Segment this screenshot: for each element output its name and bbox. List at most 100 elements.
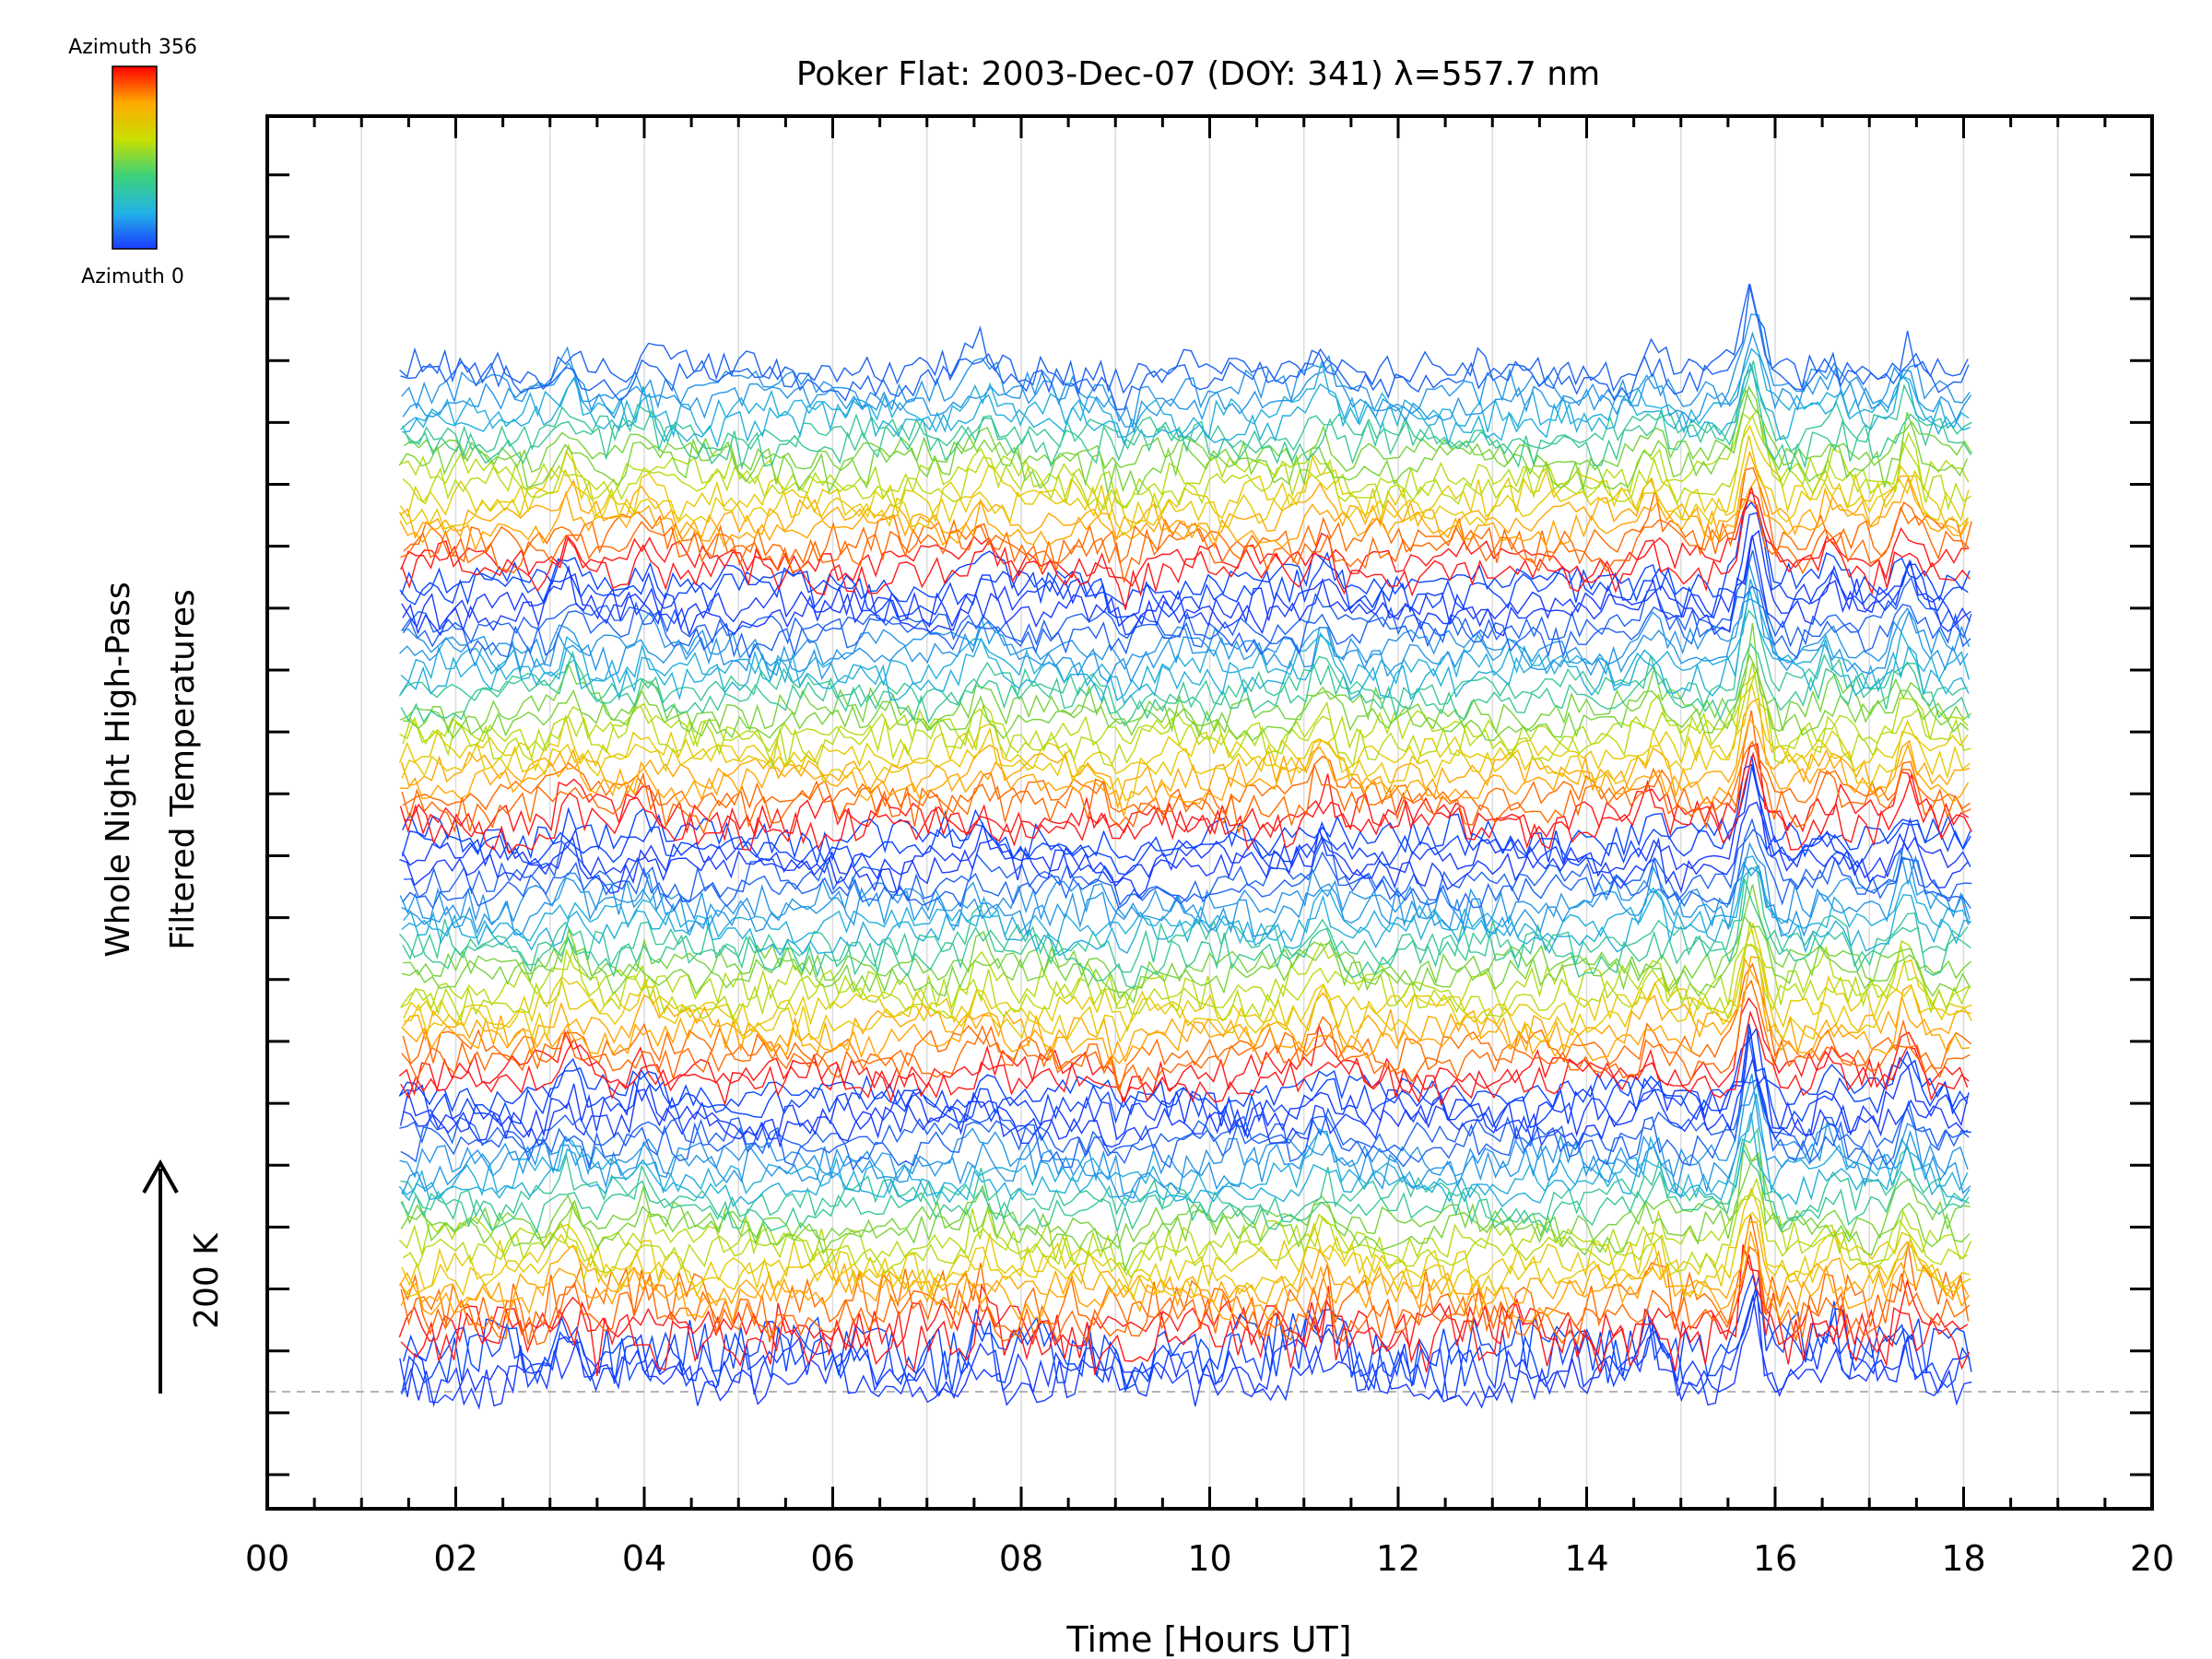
trace-line (398, 609, 1968, 714)
trace-line (398, 384, 1969, 496)
x-tick-label: 14 (1564, 1538, 1608, 1579)
colorbar-gradient (112, 65, 158, 250)
trace-line (399, 841, 1970, 930)
trace-line (398, 1221, 1969, 1307)
trace-line (403, 466, 1972, 565)
x-tick-label: 00 (245, 1538, 289, 1579)
traces (398, 283, 1973, 1410)
trace-line (402, 878, 1971, 990)
trace-line (400, 1147, 1970, 1234)
trace-line (403, 1056, 1971, 1148)
trace-line (402, 855, 1972, 957)
trace-line (399, 801, 1969, 899)
trace-line (400, 1151, 1971, 1273)
trace-line (401, 979, 1971, 1091)
trace-line (401, 529, 1971, 636)
trace-line (399, 512, 1969, 619)
trace-line (401, 866, 1971, 945)
trace-line (402, 1194, 1972, 1277)
trace-line (400, 1214, 1971, 1347)
trace-line (399, 667, 1969, 755)
trace-line (398, 996, 1969, 1104)
trace-line (403, 829, 1972, 907)
trace-line (399, 283, 1969, 396)
trace-line (401, 585, 1971, 660)
scale-arrow: 200 K (142, 1159, 226, 1394)
trace-line (402, 913, 1971, 1005)
x-tick-label: 16 (1753, 1538, 1797, 1579)
trace-line (398, 1093, 1969, 1204)
trace-line (399, 1081, 1969, 1195)
trace-line (398, 1026, 1969, 1115)
trace-line (400, 490, 1970, 587)
trace-line (398, 669, 1969, 777)
trace-line (398, 435, 1969, 536)
trace-line (402, 662, 1971, 770)
trace-line (399, 450, 1970, 542)
y-axis-label-line1: Whole Night High-Pass (100, 582, 137, 958)
trace-line (400, 1010, 1970, 1107)
trace-line (398, 1254, 1969, 1357)
trace-line (399, 743, 1970, 842)
trace-line (400, 1077, 1970, 1171)
trace-line (402, 818, 1971, 912)
trace-line (398, 865, 1969, 973)
trace-line (401, 858, 1971, 937)
trace-line (402, 962, 1972, 1092)
trace-line (401, 487, 1971, 610)
trace-line (403, 884, 1972, 999)
trace-line (401, 697, 1971, 810)
x-tick-label: 20 (2130, 1538, 2174, 1579)
trace-line (398, 1177, 1969, 1279)
colorbar-top-label: Azimuth 356 (68, 36, 197, 59)
trace-line (401, 710, 1971, 835)
trace-line (402, 347, 1971, 440)
x-tick-label: 08 (999, 1538, 1043, 1579)
x-axis-tick-labels: 00 02 04 06 08 10 12 14 16 18 20 (245, 1538, 2174, 1579)
trace-line (400, 1127, 1970, 1225)
x-tick-label: 18 (1941, 1538, 1985, 1579)
trace-line (400, 642, 1971, 727)
x-tick-label: 10 (1187, 1538, 1231, 1579)
trace-line (399, 475, 1970, 552)
x-tick-label: 06 (810, 1538, 854, 1579)
colorbar: Azimuth 356 Azimuth 0 (68, 36, 197, 288)
trace-line (400, 1244, 1971, 1377)
trace-line (400, 500, 1971, 607)
trace-line (401, 683, 1971, 802)
trace-line (400, 284, 1970, 411)
trace-line (401, 1142, 1971, 1250)
trace-line (399, 1028, 1970, 1143)
y-axis-label: Whole Night High-Pass Filtered Temperatu… (100, 582, 202, 958)
trace-line (401, 766, 1971, 884)
trace-line (400, 408, 1970, 510)
trace-line (402, 549, 1972, 648)
plot-frame (265, 114, 2154, 1511)
trace-line (400, 598, 1971, 671)
trace-line (402, 957, 1971, 1065)
trace-line (402, 414, 1971, 512)
y-axis-label-line2: Filtered Temperatures (164, 589, 202, 950)
trace-line (399, 653, 1970, 742)
trace-line (399, 563, 1969, 684)
trace-line (400, 579, 1971, 701)
x-axis-label: Time [Hours UT] (1065, 1619, 1351, 1659)
trace-line (402, 763, 1971, 866)
trace-line (403, 622, 1972, 736)
trace-line (402, 1211, 1971, 1300)
x-tick-label: 04 (622, 1538, 666, 1579)
trace-line (401, 313, 1971, 428)
colorbar-bottom-label: Azimuth 0 (81, 265, 184, 288)
scale-arrow-head (142, 1159, 179, 1194)
trace-line (401, 956, 1971, 1067)
trace-line (402, 535, 1971, 637)
trace-line (401, 1186, 1971, 1301)
trace-line (403, 360, 1972, 455)
trace-line (400, 921, 1970, 1023)
trace-line (399, 1288, 1969, 1404)
trace-line (400, 361, 1970, 449)
chart-title: Poker Flat: 2003-Dec-07 (DOY: 341) λ=557… (796, 55, 1600, 93)
trace-line (403, 388, 1973, 474)
trace-line (399, 1242, 1970, 1345)
